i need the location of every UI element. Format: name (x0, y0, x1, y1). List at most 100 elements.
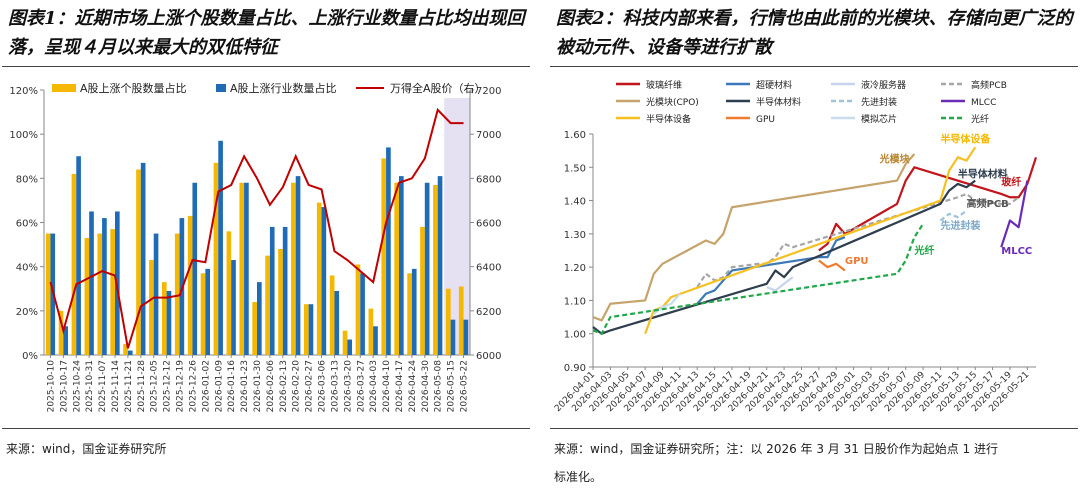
right-chart-title: 图表2：科技内部来看，行情也由此前的光模块、存储向更广泛的被动元件、设备等进行扩… (556, 8, 1073, 58)
y-left-tick-label: 60% (16, 219, 38, 230)
bar-up-stocks (123, 343, 128, 355)
y-tick-label: 1.60 (564, 130, 586, 141)
bar-up-stocks (161, 282, 167, 355)
bar-up-industries (63, 326, 69, 355)
line-wind-all-a (49, 107, 464, 349)
y-tick-label: 1.20 (564, 263, 586, 274)
bar-up-stocks (45, 233, 51, 355)
series-line-光纤 (592, 223, 924, 335)
x-tick-label: 2026-01-16 (227, 360, 237, 413)
legend-swatch-up-industries (216, 84, 226, 92)
legend-label: 超硬材料 (756, 79, 792, 91)
x-tick-label: 2026-05-15 (447, 360, 457, 412)
bar-up-industries (450, 319, 456, 355)
bar-up-industries (127, 350, 133, 355)
y-left-tick-label: 80% (16, 174, 38, 185)
bar-up-stocks (329, 275, 335, 355)
bar-up-stocks (278, 249, 283, 355)
bar-up-industries (102, 218, 107, 355)
bar-up-industries (321, 207, 327, 355)
x-tick-label: 2025-10-31 (85, 360, 95, 412)
x-tick-label: 2026-02-06 (266, 360, 276, 413)
bar-up-stocks (58, 310, 64, 355)
y-tick-label: 1.00 (564, 330, 586, 341)
bar-up-industries (269, 226, 275, 355)
legend-label: MLCC (971, 98, 996, 108)
legend-label: GPU (756, 115, 775, 125)
bar-up-stocks (394, 182, 399, 355)
bar-up-stocks (381, 158, 387, 355)
series-line-MLCC (1000, 180, 1029, 248)
bar-up-industries (218, 140, 223, 355)
bar-up-industries (411, 268, 417, 355)
series-line-半导体材料 (592, 179, 976, 335)
bar-up-stocks (355, 264, 361, 355)
series-line-液冷服务器 (766, 276, 794, 292)
bar-up-industries (89, 211, 94, 355)
x-tick-label: 2026-03-20 (343, 360, 353, 413)
legend-label-wind-all-a: 万得全A股价（右） (390, 81, 486, 95)
x-tick-label: 2025-10-24 (72, 360, 82, 413)
bar-up-stocks (252, 302, 257, 355)
x-tick-label: 2025-11-21 (124, 360, 134, 412)
x-tick-label: 2026-03-06 (318, 360, 328, 413)
legend-label: 玻璃纤维 (646, 79, 682, 91)
right-chart-svg: 0.901.001.101.201.301.401.501.602026-04-… (553, 79, 1038, 414)
series-line-超硬材料 (696, 236, 846, 305)
left-source-note: 来源：wind，国金证券研究所 (6, 442, 167, 456)
bar-up-stocks (71, 173, 77, 355)
legend-swatch-up-stocks (52, 84, 76, 92)
series-annotation: 半导体材料 (958, 167, 1008, 180)
legend-label: 光纤 (971, 113, 989, 125)
bar-up-stocks (368, 308, 374, 355)
left-top-rule (2, 66, 530, 67)
legend-label: 半导体材料 (756, 96, 801, 108)
y-right-tick-label: 6600 (476, 219, 501, 230)
legend-label: 先进封装 (861, 96, 897, 108)
y-right-tick-label: 6000 (476, 351, 501, 362)
y-left-tick-label: 120% (9, 86, 38, 97)
bar-up-industries (153, 233, 159, 355)
bar-up-stocks (303, 304, 309, 355)
series-line-玻璃纤维 (818, 156, 1038, 252)
right-top-rule (550, 66, 1078, 67)
bar-up-stocks (407, 273, 412, 355)
bar-up-industries (295, 176, 301, 355)
bar-up-stocks (187, 215, 193, 355)
series-annotation: 半导体设备 (940, 132, 991, 145)
y-right-tick-label: 6200 (476, 307, 501, 318)
bar-up-stocks (213, 162, 219, 355)
series-line-先进封装 (939, 209, 968, 222)
legend-label-up-stocks: A股上涨个股数量占比 (80, 81, 187, 95)
x-tick-label: 2025-10-17 (59, 360, 69, 412)
legend-label: 光模块(CPO) (646, 96, 699, 108)
bar-up-stocks (445, 288, 451, 355)
legend-label: 高频PCB (971, 79, 1007, 91)
y-tick-label: 1.30 (564, 230, 586, 241)
bar-up-industries (308, 304, 314, 355)
y-right-tick-label: 7000 (476, 130, 501, 141)
y-left-tick-label: 40% (16, 263, 38, 274)
bar-up-stocks (342, 330, 348, 355)
y-right-tick-label: 6800 (476, 174, 501, 185)
series-annotation: MLCC (1001, 246, 1032, 257)
x-tick-label: 2026-02-20 (292, 360, 302, 413)
x-tick-label: 2025-11-28 (137, 360, 147, 413)
x-tick-label: 2025-10-10 (46, 360, 56, 413)
bar-up-industries (347, 339, 353, 355)
bar-up-industries (257, 282, 262, 355)
x-tick-label: 2025-12-26 (188, 360, 198, 413)
legend-label: 液冷服务器 (861, 79, 906, 91)
left-bottom-rule (2, 428, 530, 429)
x-tick-label: 2025-12-12 (163, 360, 173, 412)
x-tick-label: 2026-01-09 (214, 360, 224, 413)
x-tick-label: 2026-04-24 (408, 360, 418, 413)
series-annotation: 光模块 (879, 152, 911, 165)
bar-up-industries (437, 176, 443, 355)
bar-up-industries (166, 290, 172, 355)
bar-up-industries (244, 182, 249, 355)
series-annotation: 光纤 (913, 244, 934, 257)
series-annotation: 玻纤 (1001, 176, 1021, 189)
bar-up-stocks (149, 260, 154, 355)
bar-up-stocks (265, 255, 270, 355)
